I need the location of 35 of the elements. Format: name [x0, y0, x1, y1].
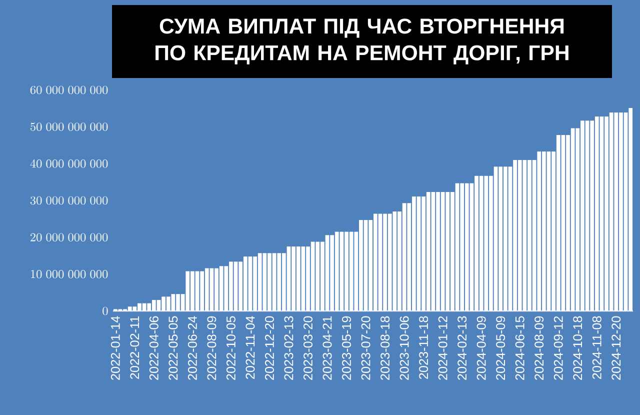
x-tick-label: 2023-04-21 — [322, 316, 332, 380]
x-tick-label: 2022-10-05 — [226, 316, 236, 380]
x-tick-label: 2022-04-06 — [149, 316, 158, 380]
y-tick-label: 20 000 000 000 — [30, 233, 108, 242]
x-tick-label: 2023-08-18 — [380, 316, 390, 380]
x-tick-label: 2024-12-20 — [612, 316, 621, 380]
y-tick-label: 10 000 000 000 — [31, 270, 108, 278]
x-tick-label: 2022-05-05 — [168, 316, 178, 380]
x-tick-label: 2024-06-15 — [515, 316, 524, 380]
x-tick-label: 2023-11-18 — [419, 316, 428, 379]
x-tick-label: 2024-11-08 — [592, 316, 602, 379]
x-tick-label: 2022-11-04 — [246, 316, 255, 379]
x-tick-label: 2024-02-13 — [458, 316, 467, 380]
x-tick-label: 2024-04-09 — [476, 316, 486, 380]
x-tick-label: 2022-12-20 — [264, 316, 274, 380]
x-tick-label: 2024-10-18 — [573, 316, 582, 380]
y-tick-label: 50 000 000 000 — [30, 122, 108, 131]
x-tick-label: 2024-01-12 — [438, 316, 448, 380]
x-tick-label: 2022-01-14 — [110, 316, 120, 380]
x-tick-label: 2022-02-11 — [130, 316, 140, 379]
y-tick-label: 0 — [102, 306, 108, 316]
x-tick-label: 2024-09-12 — [554, 316, 563, 380]
x-tick-label: 2023-02-13 — [284, 316, 294, 380]
y-tick-label: 60 000 000 000 — [30, 86, 108, 94]
x-tick-label: 2023-07-20 — [361, 316, 370, 380]
y-tick-label: 30 000 000 000 — [30, 196, 108, 205]
x-tick-label: 2023-10-06 — [400, 316, 409, 380]
chart-title: СУМА ВИПЛАТ ПІД ЧАС ВТОРГНЕННЯ ПО КРЕДИТАМ НА РЕМОНТ ДОРІГ, ГРН — [156, 18, 568, 64]
x-tick-label: 2023-05-19 — [342, 316, 352, 380]
x-tick-label: 2022-08-09 — [207, 316, 216, 380]
x-tick-label: 2024-08-09 — [534, 316, 544, 380]
x-tick-label: 2023-03-20 — [304, 316, 312, 380]
x-tick-label: 2022-06-24 — [188, 316, 197, 380]
y-tick-label: 40 000 000 000 — [30, 159, 108, 168]
x-tick-label: 2024-05-09 — [496, 316, 506, 380]
